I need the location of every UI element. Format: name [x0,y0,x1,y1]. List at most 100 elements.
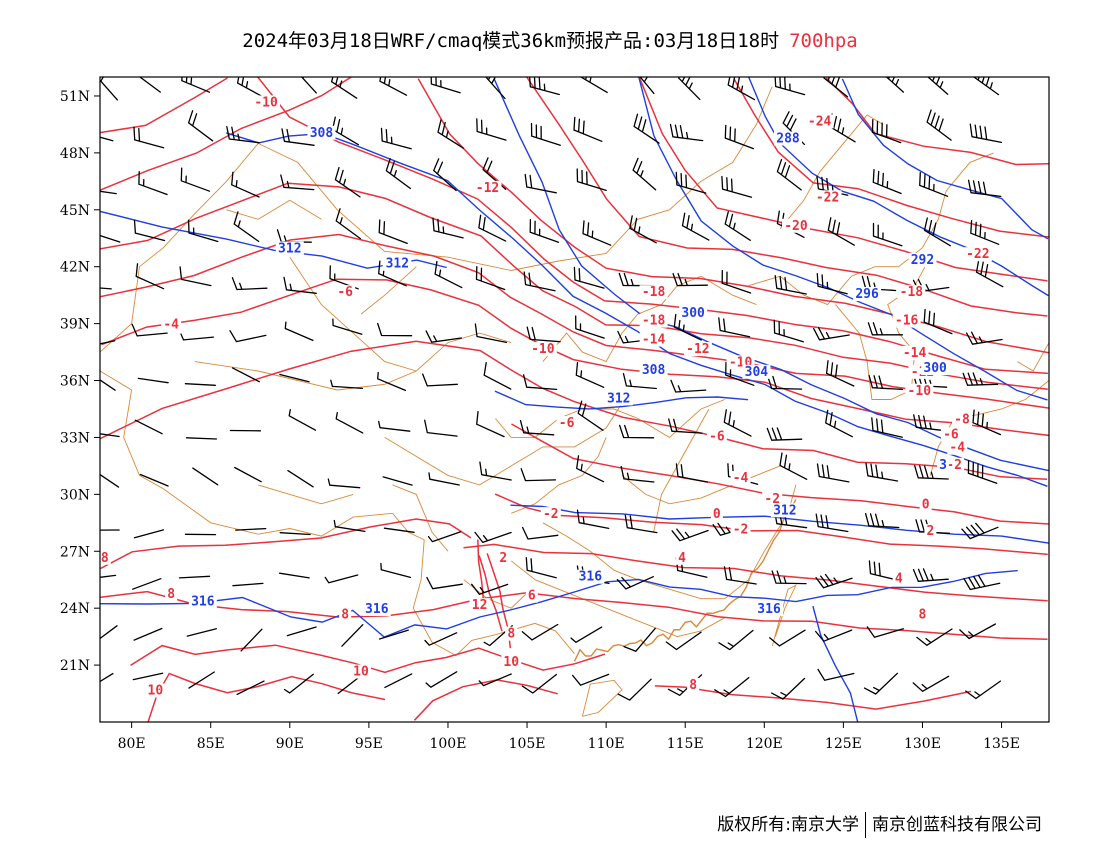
temperature-label-bg [339,607,352,622]
temperature-label: -18 [900,285,924,300]
wind-barb [923,217,951,247]
temperature-label: -6 [709,429,725,444]
wind-barb [580,77,608,94]
temperature-label: -14 [642,333,666,348]
temperature-label: 2 [926,524,934,539]
height-label: 308 [310,126,334,141]
temperature-label: -8 [954,412,970,427]
wind-barb [232,582,264,587]
wind-barb [669,123,704,142]
wind-barb [530,122,561,146]
wind-barb [639,77,655,95]
wind-barb [573,266,605,289]
wind-barb [675,171,707,194]
temperature-label: 10 [353,665,369,680]
wind-barb [913,414,947,432]
wind-barb [132,672,164,681]
boundary-line [510,560,726,638]
temperature-label-bg [676,550,689,565]
wind-barb [529,77,560,96]
wind-barb [927,77,949,95]
wind-barb [718,317,751,338]
y-tick-label: 45N [60,203,90,219]
height-label-bg [937,457,950,472]
wind-barb [632,157,657,191]
height-label-bg [770,503,799,518]
org-cloudbluetech: 南京创蓝科技有限公司 [872,815,1042,835]
wind-barb [229,330,267,343]
wind-barb [335,411,364,434]
wind-barb [137,377,169,384]
wind-barb [100,433,120,438]
height-label: 292 [911,253,934,268]
isotherm [100,518,472,570]
wind-barb [912,568,949,582]
boundary-line [748,152,994,306]
wind-barb [382,476,413,486]
temperature-label-bg [501,655,522,670]
wind-barb [378,629,409,640]
wind-barb [623,627,656,652]
wind-barb [912,675,950,692]
wind-barb [577,400,604,431]
height-label: 312 [386,257,409,272]
wind-barb [973,77,1000,96]
wind-barb [573,116,603,142]
wind-barb [300,77,317,94]
height-label-bg [742,364,771,379]
wind-barb [425,671,458,688]
y-tick-label: 36N [60,374,90,390]
temperature-label: 6 [528,589,536,604]
wind-barb [576,455,605,483]
wind-barb [378,219,408,245]
height-label-bg [604,391,633,406]
temperature-label: -2 [733,522,749,537]
wind-barb [529,218,560,243]
wind-barb [773,319,804,343]
wind-barb [619,424,655,439]
temperature-label-bg [919,497,932,512]
wind-barb [131,323,168,337]
footer-separator [865,812,866,838]
wind-barb [181,77,211,93]
temperature-label: -22 [966,247,989,262]
wind-barb [967,459,998,484]
wind-barb [133,219,166,242]
wind-barb [226,125,260,144]
boundary-line [384,403,623,486]
wind-barb [426,576,463,590]
wind-barb [624,514,658,534]
wind-barb [816,272,848,295]
temperature-label: 2 [499,551,507,566]
x-tick-label: 100E [429,736,466,752]
temperature-label-bg [335,285,356,300]
temperature-label-bg [497,550,510,565]
wind-barb [133,627,163,641]
wind-barb [333,519,366,533]
temperature-label: -24 [808,114,832,129]
temperature-label-bg [252,95,281,110]
temperature-label-bg [916,607,929,622]
wind-barb [618,272,654,287]
boundary-line [581,679,623,717]
wind-barb [424,419,458,437]
height-label-bg [188,594,217,609]
temperature-label: 4 [895,572,903,587]
wind-barb [916,628,953,646]
wind-barb [279,532,311,536]
wind-barb [670,379,707,393]
temperature-label-bg [952,412,973,427]
height-label-bg [383,256,412,271]
temperature-label: -10 [254,95,278,110]
y-axis-ticks: 51N 48N 45N 42N 39N 36N 33N 30N 27N 24N 21N [60,89,100,674]
wind-barb [868,374,904,391]
temperature-label: -12 [476,181,499,196]
x-tick-label: 90E [276,736,304,752]
wind-barb [776,158,802,191]
wind-barb [885,77,905,93]
boundary-line [289,256,417,372]
wind-barb [923,308,953,335]
height-label: 304 [745,365,769,380]
wind-barb [231,277,268,291]
wind-barb [184,383,216,386]
